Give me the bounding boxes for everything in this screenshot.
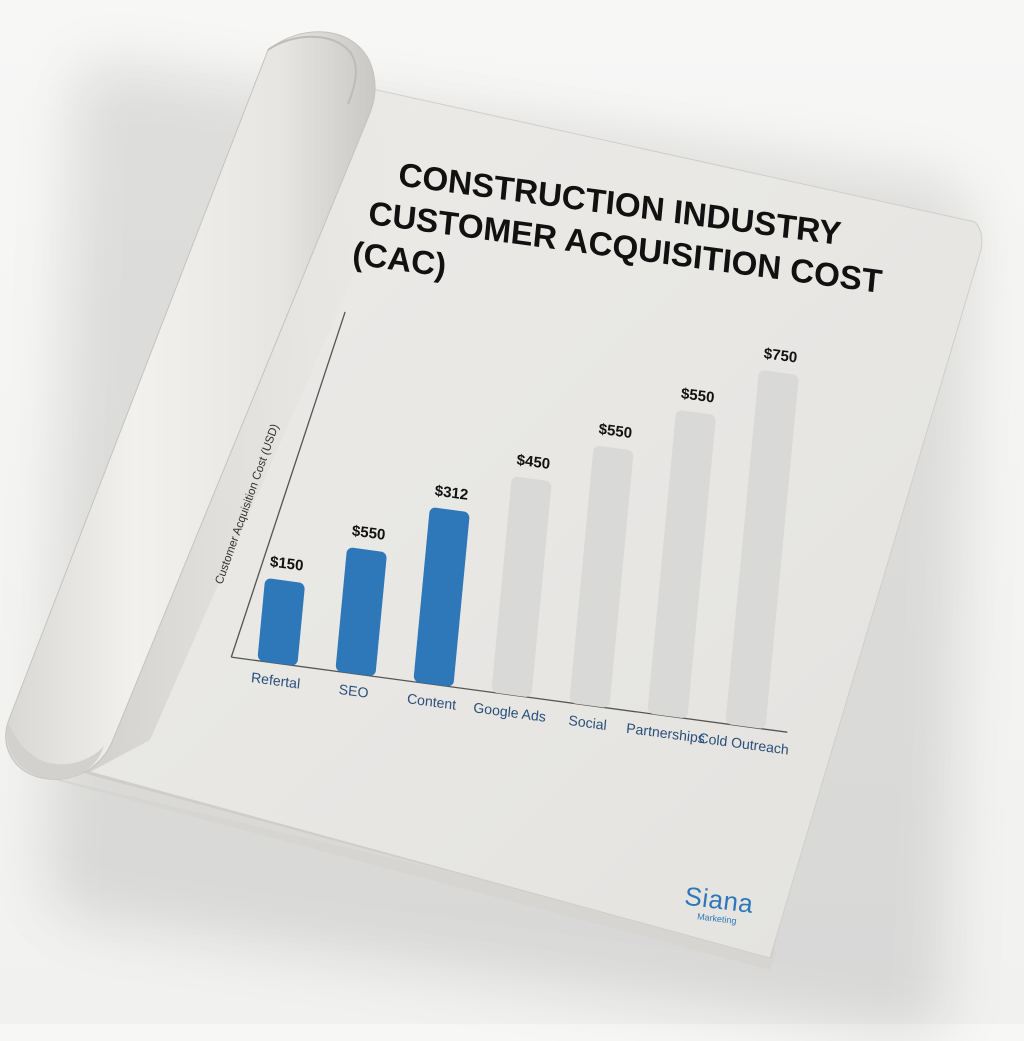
value-label-3: $450 (516, 452, 551, 473)
category-label-0: Refertal (250, 669, 300, 692)
bar-5 (647, 410, 716, 718)
rolled-cover (5, 31, 376, 780)
bars-group (257, 370, 799, 729)
category-label-1: SEO (338, 681, 369, 701)
category-label-4: Social (568, 712, 608, 733)
bar-1 (335, 547, 387, 676)
rolled-cover-edge (267, 35, 357, 105)
value-label-4: $550 (598, 421, 633, 442)
bar-4 (569, 445, 634, 708)
rolled-cover-curl (6, 722, 104, 780)
category-label-2: Content (406, 690, 457, 713)
value-label-1: $550 (351, 523, 386, 544)
bar-3 (491, 476, 552, 697)
bar-0 (257, 578, 305, 666)
page-edge-lower (20, 770, 778, 970)
value-label-0: $150 (269, 553, 304, 574)
value-label-5: $550 (680, 385, 715, 406)
y-axis (230, 311, 346, 658)
bar-2 (413, 507, 470, 687)
value-label-6: $750 (763, 345, 798, 366)
value-labels-group: $150 $550 $312 $450 $550 $550 $750 (269, 345, 798, 575)
bar-6 (725, 370, 799, 729)
value-label-2: $312 (434, 482, 469, 503)
